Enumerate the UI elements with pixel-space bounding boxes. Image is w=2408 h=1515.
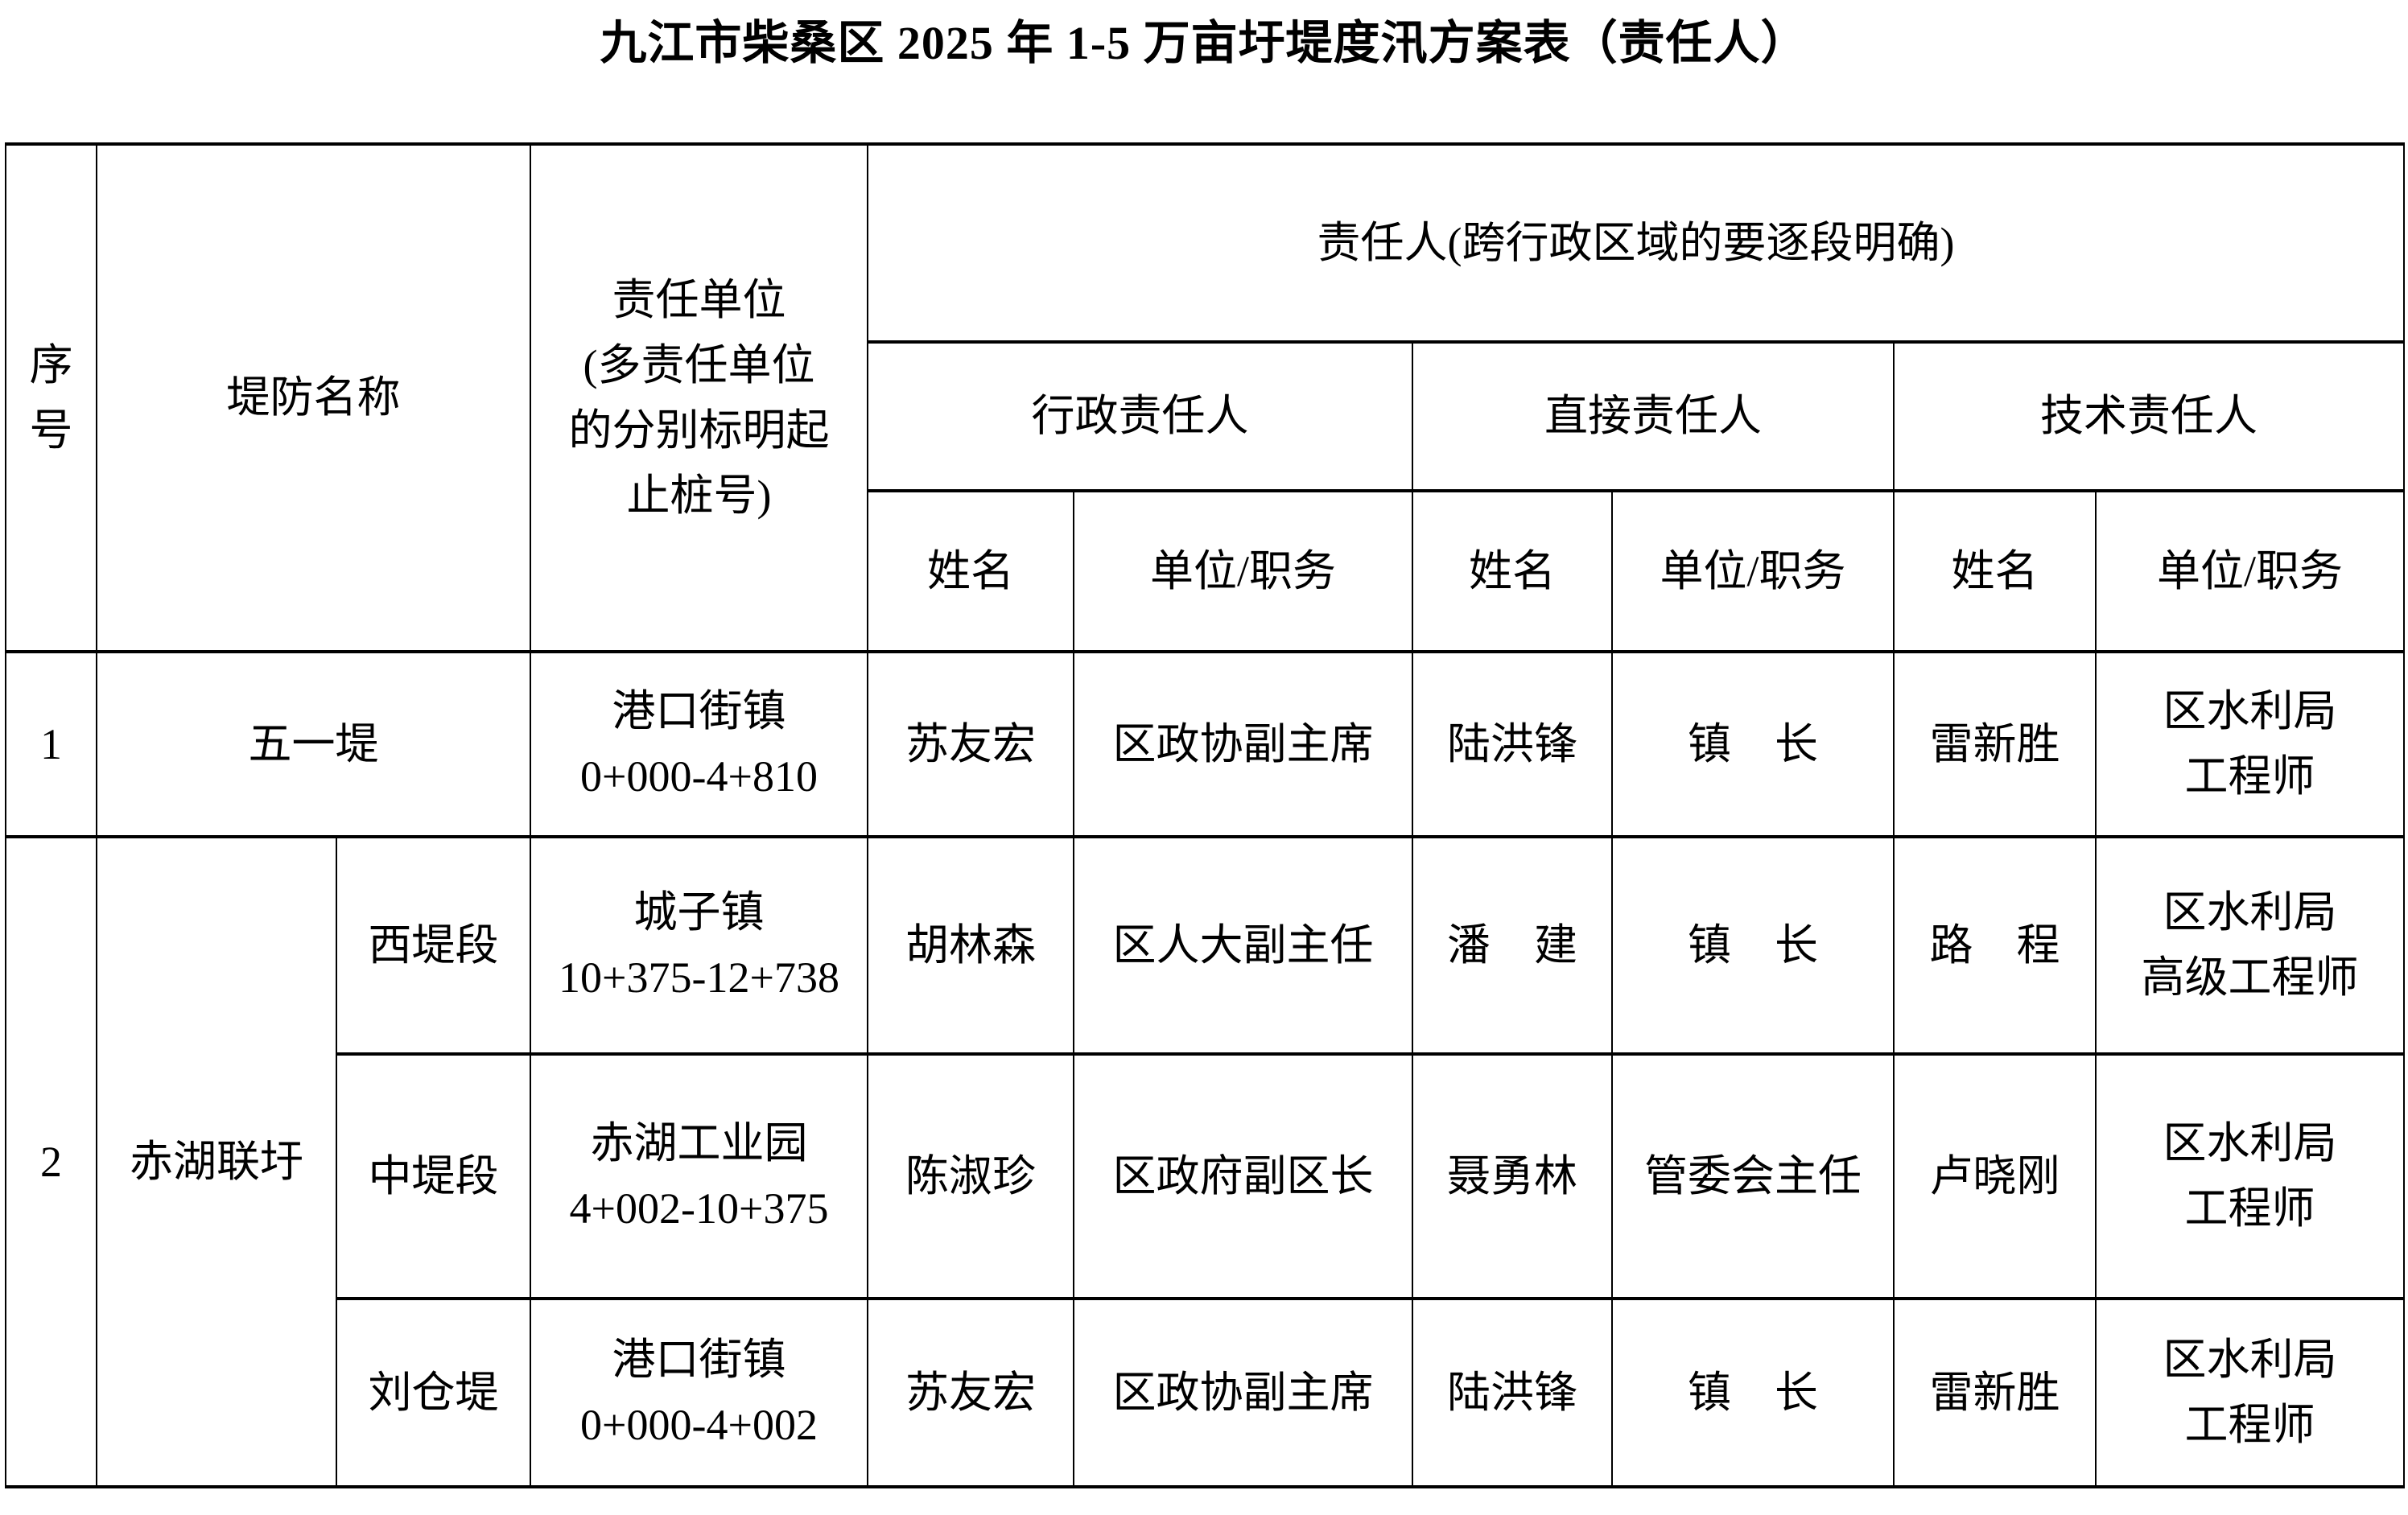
table-row: 2 赤湖联圩 西堤段 城子镇 10+375-12+738 胡林森 区人大副主任 …: [5, 835, 2405, 1488]
header-responsible-person: 责任人(跨行政区域的要逐段明确): [867, 142, 2405, 344]
header-direct-name: 姓名: [1412, 489, 1613, 653]
cell-tech-name: 雷新胜: [1893, 1297, 2097, 1488]
cell-admin-name: 苏友宏: [867, 650, 1074, 838]
cell-seq: 2: [5, 835, 97, 1488]
cell-tech-title: 区水利局 高级工程师: [2095, 835, 2405, 1056]
cell-seq: 1: [5, 650, 97, 838]
table-row: 1 五一堤 港口街镇 0+000-4+810 苏友宏 区政协副主席 陆洪锋 镇 …: [5, 650, 2405, 838]
cell-tech-name: 路 程: [1893, 835, 2097, 1056]
cell-tech-title: 区水利局 工程师: [2095, 1297, 2405, 1488]
cell-responsible-unit: 港口街镇 0+000-4+810: [530, 650, 868, 838]
cell-tech-name: 雷新胜: [1893, 650, 2097, 838]
cell-dike-name: 赤湖联圩: [96, 835, 337, 1488]
cell-direct-title: 镇 长: [1611, 1297, 1895, 1488]
cell-tech-title: 区水利局 工程师: [2095, 1052, 2405, 1300]
cell-admin-title: 区人大副主任: [1073, 835, 1413, 1056]
header-row-3: 姓名 单位/职务 姓名 单位/职务 姓名 单位/职务: [6, 489, 2405, 653]
table-row: 中堤段 赤湖工业园 4+002-10+375 陈淑珍 区政府副区长 聂勇林 管委…: [6, 1052, 2405, 1300]
cell-direct-title: 镇 长: [1611, 650, 1895, 838]
cell-segment-name: 中堤段: [336, 1052, 531, 1300]
header-admin-name: 姓名: [867, 489, 1074, 653]
cell-admin-name: 陈淑珍: [867, 1052, 1074, 1300]
header-tech-unit-title: 单位/职务: [2095, 489, 2405, 653]
cell-tech-name: 卢晓刚: [1893, 1052, 2097, 1300]
cell-direct-name: 陆洪锋: [1412, 650, 1613, 838]
cell-admin-name: 胡林森: [867, 835, 1074, 1056]
header-direct-person: 直接责任人: [1412, 340, 1895, 492]
table-row: 刘仓堤 港口街镇 0+000-4+002 苏友宏 区政协副主席 陆洪锋 镇 长 …: [6, 1297, 2405, 1488]
responsibility-table: 序 号 堤防名称 责任单位 (多责任单位 的分别标明起 止桩号) 责任人(跨行政…: [5, 142, 2405, 1488]
cell-responsible-unit: 赤湖工业园 4+002-10+375: [530, 1052, 868, 1300]
cell-segment-name: 刘仓堤: [336, 1297, 531, 1488]
header-tech-name: 姓名: [1893, 489, 2097, 653]
cell-direct-name: 聂勇林: [1412, 1052, 1613, 1300]
header-admin-unit-title: 单位/职务: [1073, 489, 1413, 653]
cell-segment-name: 西堤段: [336, 835, 531, 1056]
cell-responsible-unit: 城子镇 10+375-12+738: [530, 835, 868, 1056]
cell-responsible-unit: 港口街镇 0+000-4+002: [530, 1297, 868, 1488]
header-admin-person: 行政责任人: [867, 340, 1413, 492]
cell-direct-title: 镇 长: [1611, 835, 1895, 1056]
cell-admin-name: 苏友宏: [867, 1297, 1074, 1488]
cell-admin-title: 区政协副主席: [1073, 1297, 1413, 1488]
page-title: 九江市柴桑区 2025 年 1-5 万亩圩堤度汛方案表（责任人）: [600, 17, 1808, 69]
header-row-1: 序 号 堤防名称 责任单位 (多责任单位 的分别标明起 止桩号) 责任人(跨行政…: [5, 142, 2405, 653]
header-seq: 序 号: [5, 142, 97, 653]
header-responsible-unit: 责任单位 (多责任单位 的分别标明起 止桩号): [530, 142, 868, 653]
header-row-2: 行政责任人 直接责任人 技术责任人: [6, 340, 2405, 492]
header-dike-name: 堤防名称: [96, 142, 531, 653]
header-tech-person: 技术责任人: [1893, 340, 2405, 492]
cell-direct-title: 管委会主任: [1611, 1052, 1895, 1300]
cell-direct-name: 陆洪锋: [1412, 1297, 1613, 1488]
cell-admin-title: 区政协副主席: [1073, 650, 1413, 838]
cell-tech-title: 区水利局 工程师: [2095, 650, 2405, 838]
cell-dike-name: 五一堤: [96, 650, 531, 838]
cell-direct-name: 潘 建: [1412, 835, 1613, 1056]
header-direct-unit-title: 单位/职务: [1611, 489, 1895, 653]
cell-admin-title: 区政府副区长: [1073, 1052, 1413, 1300]
